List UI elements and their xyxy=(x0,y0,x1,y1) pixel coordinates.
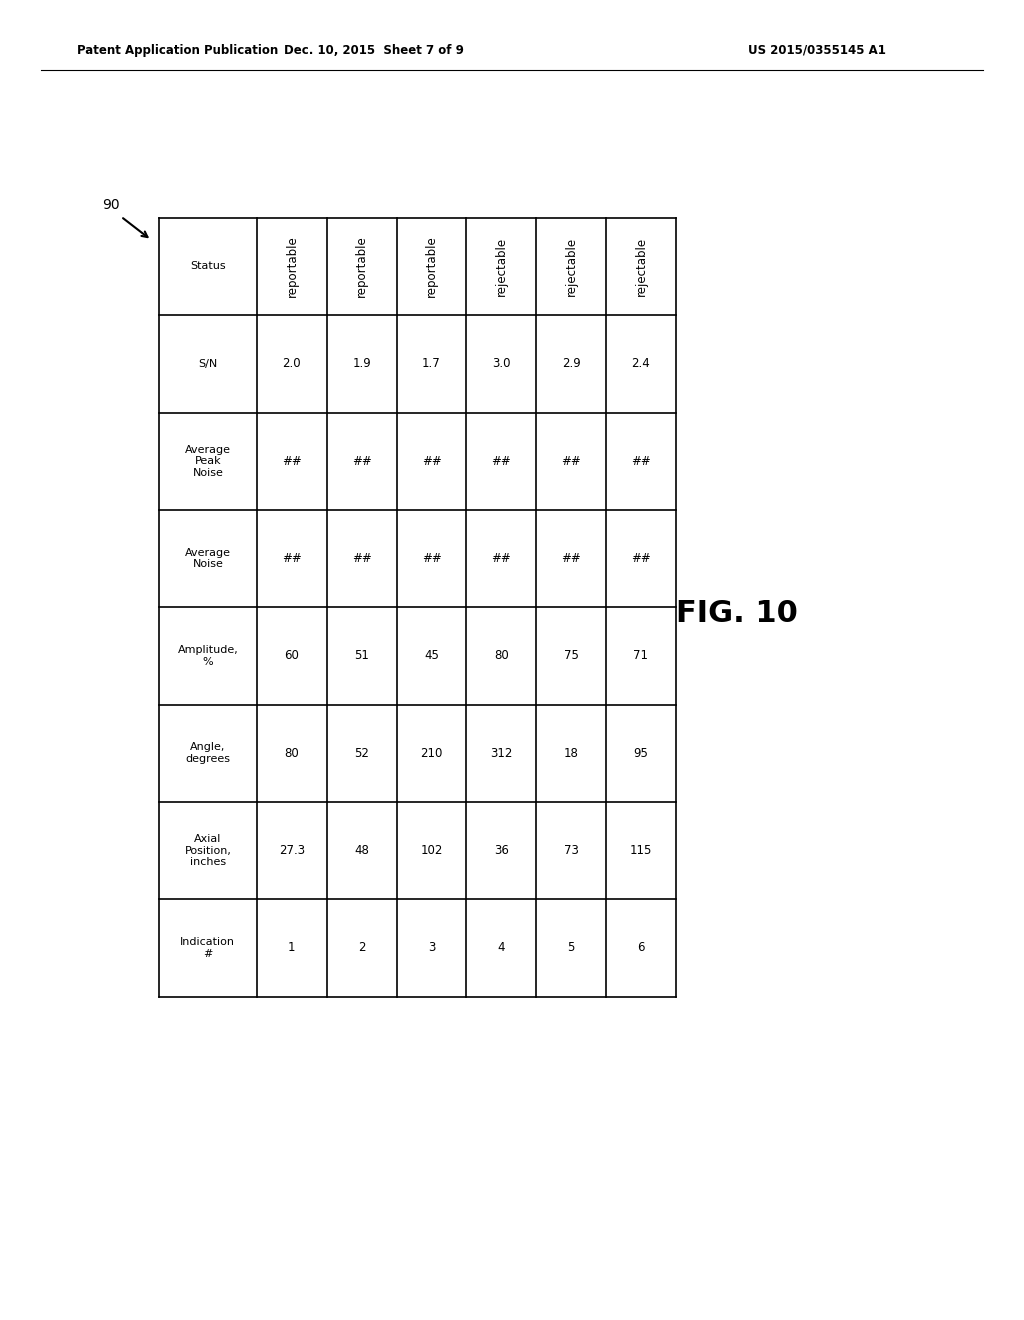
Text: ##: ## xyxy=(282,552,302,565)
Text: 90: 90 xyxy=(101,198,120,211)
Text: 51: 51 xyxy=(354,649,369,663)
Text: 115: 115 xyxy=(630,843,652,857)
Text: 73: 73 xyxy=(563,843,579,857)
Text: 2.4: 2.4 xyxy=(632,358,650,371)
Text: 2.0: 2.0 xyxy=(283,358,301,371)
Text: 95: 95 xyxy=(634,747,648,760)
Text: Axial
Position,
inches: Axial Position, inches xyxy=(184,834,231,867)
Text: 36: 36 xyxy=(494,843,509,857)
Text: ##: ## xyxy=(631,552,651,565)
Text: 27.3: 27.3 xyxy=(279,843,305,857)
Text: ##: ## xyxy=(422,454,441,467)
Text: FIG. 10: FIG. 10 xyxy=(676,599,799,628)
Text: 48: 48 xyxy=(354,843,369,857)
Text: ##: ## xyxy=(352,552,372,565)
Text: 210: 210 xyxy=(420,747,442,760)
Text: rejectable: rejectable xyxy=(635,236,647,296)
Text: 45: 45 xyxy=(424,649,439,663)
Text: 2: 2 xyxy=(358,941,366,954)
Text: Dec. 10, 2015  Sheet 7 of 9: Dec. 10, 2015 Sheet 7 of 9 xyxy=(284,44,464,57)
Text: reportable: reportable xyxy=(425,235,438,297)
Text: 1.9: 1.9 xyxy=(352,358,371,371)
Text: 80: 80 xyxy=(494,649,509,663)
Text: 60: 60 xyxy=(285,649,299,663)
Text: US 2015/0355145 A1: US 2015/0355145 A1 xyxy=(748,44,886,57)
Text: ##: ## xyxy=(422,552,441,565)
Text: 1.7: 1.7 xyxy=(422,358,441,371)
Text: reportable: reportable xyxy=(286,235,298,297)
Text: Status: Status xyxy=(190,261,225,272)
Text: Average
Noise: Average Noise xyxy=(185,548,230,569)
Text: ##: ## xyxy=(561,454,581,467)
Text: 1: 1 xyxy=(288,941,296,954)
Text: ##: ## xyxy=(492,454,511,467)
Text: ##: ## xyxy=(282,454,302,467)
Text: 5: 5 xyxy=(567,941,574,954)
Text: 3.0: 3.0 xyxy=(493,358,511,371)
Text: rejectable: rejectable xyxy=(564,236,578,296)
Text: 3: 3 xyxy=(428,941,435,954)
Text: reportable: reportable xyxy=(355,235,369,297)
Text: Amplitude,
%: Amplitude, % xyxy=(177,645,239,667)
Text: 52: 52 xyxy=(354,747,369,760)
Text: 4: 4 xyxy=(498,941,505,954)
Text: ##: ## xyxy=(561,552,581,565)
Text: ##: ## xyxy=(492,552,511,565)
Text: ##: ## xyxy=(631,454,651,467)
Text: rejectable: rejectable xyxy=(495,236,508,296)
Text: 80: 80 xyxy=(285,747,299,760)
Text: 312: 312 xyxy=(490,747,512,760)
Text: 2.9: 2.9 xyxy=(562,358,581,371)
Text: S/N: S/N xyxy=(199,359,217,368)
Text: Indication
#: Indication # xyxy=(180,937,236,958)
Text: 18: 18 xyxy=(563,747,579,760)
Text: Average
Peak
Noise: Average Peak Noise xyxy=(185,445,230,478)
Text: Angle,
degrees: Angle, degrees xyxy=(185,742,230,764)
Text: 75: 75 xyxy=(563,649,579,663)
Text: 102: 102 xyxy=(420,843,442,857)
Text: ##: ## xyxy=(352,454,372,467)
Text: 71: 71 xyxy=(634,649,648,663)
Text: Patent Application Publication: Patent Application Publication xyxy=(77,44,279,57)
Text: 6: 6 xyxy=(637,941,645,954)
